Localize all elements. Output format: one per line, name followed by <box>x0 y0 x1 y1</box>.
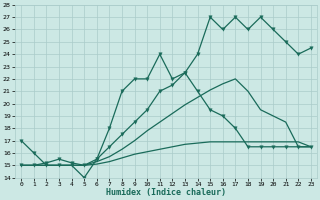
X-axis label: Humidex (Indice chaleur): Humidex (Indice chaleur) <box>106 188 226 197</box>
